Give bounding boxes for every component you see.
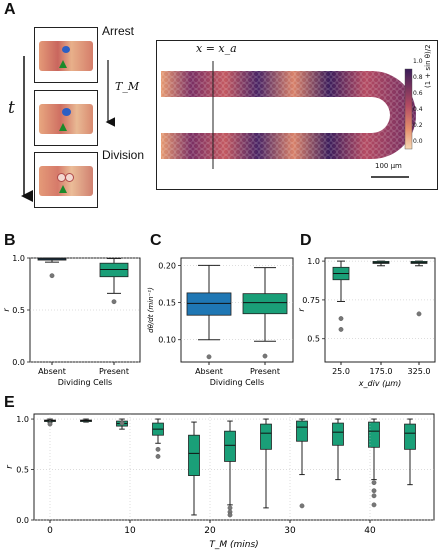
position-label: x = x_a [196,42,237,55]
x-axis-label: Dividing Cells [210,378,264,387]
x-tick-label: Absent [195,367,223,376]
y-axis-label: r [5,464,15,469]
tm-label: T_M [115,80,140,93]
y-tick-label: 0.15 [158,299,176,308]
x-tick-label: 10 [124,526,136,536]
panel-label-d: D [300,232,312,249]
x-tick-label: Present [250,367,280,376]
position-marker [59,123,67,131]
micrograph-division [34,152,98,208]
position-marker [59,185,67,193]
y-axis-label: r [2,308,11,312]
outlier-point [299,503,305,509]
outlier-point [416,311,422,317]
outlier-point [262,353,268,359]
x-tick-label: 175.0 [370,367,393,376]
arrested-cell-marker [62,108,71,116]
colorbar-tick-label: 0.8 [413,74,423,81]
y-tick-label: 0.75 [302,296,320,305]
outlier-point [49,273,55,279]
outlier-point [338,316,344,321]
x-tick-label: Absent [38,367,66,376]
outlier-point [227,505,233,511]
y-axis-label: r [297,308,306,312]
y-tick-label: 0.20 [158,261,176,270]
plot-frame [180,257,294,363]
colorbar-tick-label: 0.6 [413,90,423,97]
position-marker [59,60,67,68]
y-axis-label: dθ/dt (min⁻¹) [147,287,155,333]
arrested-cell-marker [62,46,70,53]
daughter-cell-marker [65,173,74,182]
outlier-point [47,421,53,427]
box [242,293,288,315]
chart-b: 0.0 0.5 1.0 Absent Present Dividing Cells r [2,254,141,387]
colorbar-tick-label: 0.0 [413,138,423,145]
colorbar-tick-label: 0.2 [413,122,423,129]
outlier-point [338,327,344,332]
box [260,423,272,450]
panel-label-c: C [150,232,162,249]
plot-frame [33,413,435,521]
y-tick-label: 0.5 [307,335,320,344]
micrograph-arrest [34,27,98,83]
division-label: Division [102,148,145,162]
x-axis-label: T_M (mins) [209,540,258,550]
outlier-point [155,454,161,459]
x-tick-label: 325.0 [408,367,431,376]
box [368,421,380,448]
y-tick-label: 1.0 [307,257,320,266]
panel-label-e: E [4,394,15,411]
x-tick-label: 40 [364,526,376,536]
plot-frame [324,257,436,363]
outlier-point [371,502,377,508]
tissue-micrograph [156,40,438,190]
outlier-point [371,493,377,499]
panel-label-b: B [4,232,16,249]
arrest-label: Arrest [102,24,135,38]
x-tick-label: 25.0 [332,367,350,376]
outlier-point [155,446,161,452]
box [188,434,200,476]
x-tick-label: Present [99,367,129,376]
y-tick-label: 0.10 [158,336,176,345]
tissue-orientation-map [161,61,416,178]
box [332,422,344,446]
time-axis-label: t [8,98,15,118]
panel-label-a: A [4,1,16,18]
box [99,262,129,278]
outlier-point [227,512,233,518]
chart-e: 0.0 0.5 1.0 0 10 20 30 40 T_M (mins) r [5,413,435,550]
x-axis-label: x_div (μm) [358,379,401,388]
y-tick-label: 0.0 [12,358,25,367]
colorbar [404,68,413,150]
colorbar-tick-label: 1.0 [413,58,423,65]
box [404,423,416,450]
x-tick-label: 0 [47,526,53,536]
x-tick-label: 20 [204,526,216,536]
box [224,430,236,462]
scalebar-label: 100 μm [375,162,402,170]
y-tick-label: 0.5 [12,306,25,315]
x-tick-label: 30 [284,526,296,536]
colorbar-label: (1 + sin θ)/2 [424,44,432,88]
micrograph-middle [34,90,98,146]
box [186,292,232,316]
chart-d: 0.5 0.75 1.0 25.0 175.0 325.0 x_div (μm) r [297,257,436,388]
y-tick-label: 1.0 [16,415,29,424]
chart-c: 0.10 0.15 0.20 Absent Present Dividing Cells d… [147,257,294,387]
outlier-point [111,299,117,305]
outlier-point [371,488,377,494]
box [296,420,308,442]
x-axis-label: Dividing Cells [58,378,112,387]
panel-a-arrows [21,56,116,202]
y-tick-label: 0.5 [16,466,29,475]
y-tick-label: 0.0 [16,516,29,525]
outlier-point [119,420,125,426]
y-tick-label: 1.0 [12,254,25,263]
colorbar-ticks: 1.0 0.8 0.6 0.4 0.2 0.0 [413,58,433,158]
colorbar-tick-label: 0.4 [413,106,423,113]
outlier-point [371,480,377,486]
outlier-point [206,354,212,360]
